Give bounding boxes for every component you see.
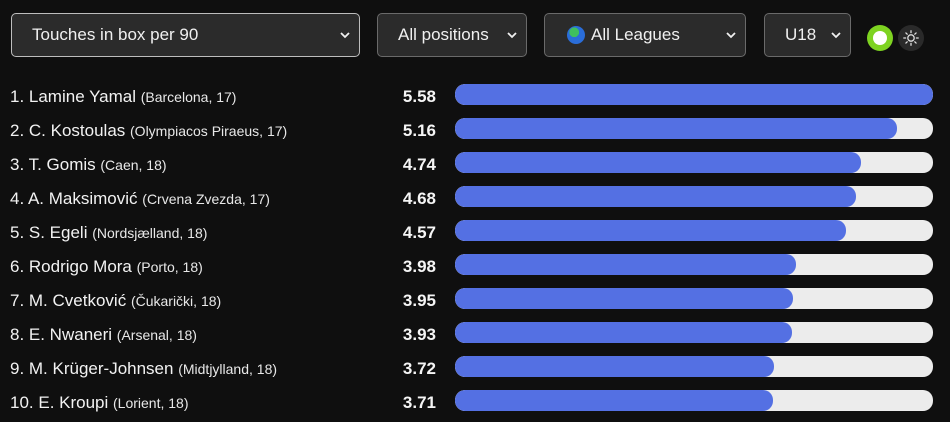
league-select-label: All Leagues [591, 25, 680, 44]
bar-fill [455, 390, 773, 411]
player-club: (Čukarički, 18) [130, 293, 222, 309]
list-item: 8. E. Nwaneri (Arsenal, 18) 3.93 [0, 319, 950, 353]
sun-icon[interactable] [898, 25, 924, 51]
player-rank-name: 7. M. Cvetković [10, 291, 127, 310]
player-club: (Midtjylland, 18) [178, 361, 278, 377]
player-rank-name: 9. M. Krüger-Johnsen [10, 359, 174, 378]
position-select-label: All positions [398, 25, 489, 44]
chevron-down-icon [339, 14, 351, 56]
player-club: (Olympiacos Piraeus, 17) [130, 123, 288, 139]
player-club: (Crvena Zvezda, 17) [142, 191, 270, 207]
list-item: 4. A. Maksimović (Crvena Zvezda, 17) 4.6… [0, 183, 950, 217]
player-value: 4.57 [402, 223, 436, 242]
player-name: 5. S. Egeli (Nordsjælland, 18) [10, 223, 207, 243]
league-select[interactable]: All Leagues [544, 13, 746, 57]
list-item: 7. M. Cvetković (Čukarički, 18) 3.95 [0, 285, 950, 319]
player-value: 5.58 [402, 87, 436, 106]
player-club: (Caen, 18) [100, 157, 167, 173]
player-rank-name: 6. Rodrigo Mora [10, 257, 132, 276]
bar-track [455, 84, 933, 105]
player-rank-name: 3. T. Gomis [10, 155, 96, 174]
bar-track [455, 220, 933, 241]
player-rank-name: 4. A. Maksimović [10, 189, 138, 208]
list-item: 2. C. Kostoulas (Olympiacos Piraeus, 17)… [0, 115, 950, 149]
player-name: 9. M. Krüger-Johnsen (Midtjylland, 18) [10, 359, 277, 379]
player-value: 3.72 [402, 359, 436, 378]
bar-track [455, 288, 933, 309]
player-value: 3.98 [402, 257, 436, 276]
filter-toolbar: Touches in box per 90 All positions All … [0, 13, 950, 59]
metric-select-label: Touches in box per 90 [32, 25, 199, 44]
list-item: 1. Lamine Yamal (Barcelona, 17) 5.58 [0, 81, 950, 115]
player-value: 3.71 [402, 393, 436, 412]
player-club: (Lorient, 18) [113, 395, 189, 411]
ranking-list: 1. Lamine Yamal (Barcelona, 17) 5.58 2. … [0, 81, 950, 421]
bar-fill [455, 118, 898, 139]
player-rank-name: 5. S. Egeli [10, 223, 88, 242]
player-value: 4.74 [402, 155, 436, 174]
player-value: 3.95 [402, 291, 436, 310]
list-item: 10. E. Kroupi (Lorient, 18) 3.71 [0, 387, 950, 421]
bar-fill [455, 152, 861, 173]
player-name: 2. C. Kostoulas (Olympiacos Piraeus, 17) [10, 121, 287, 141]
player-rank-name: 10. E. Kroupi [10, 393, 109, 412]
player-value: 3.93 [402, 325, 436, 344]
player-rank-name: 8. E. Nwaneri [10, 325, 113, 344]
player-club: (Barcelona, 17) [140, 89, 237, 105]
globe-icon [567, 26, 585, 44]
player-club: (Porto, 18) [136, 259, 203, 275]
player-name: 3. T. Gomis (Caen, 18) [10, 155, 167, 175]
player-club: (Nordsjælland, 18) [92, 225, 208, 241]
bar-fill [455, 322, 792, 343]
bar-fill [455, 84, 933, 105]
metric-select[interactable]: Touches in box per 90 [11, 13, 360, 57]
bar-fill [455, 356, 774, 377]
list-item: 3. T. Gomis (Caen, 18) 4.74 [0, 149, 950, 183]
player-name: 4. A. Maksimović (Crvena Zvezda, 17) [10, 189, 270, 209]
player-name: 8. E. Nwaneri (Arsenal, 18) [10, 325, 197, 345]
position-select[interactable]: All positions [377, 13, 527, 57]
player-rank-name: 2. C. Kostoulas [10, 121, 126, 140]
chevron-down-icon [506, 14, 518, 56]
player-rank-name: 1. Lamine Yamal [10, 87, 136, 106]
bar-track [455, 152, 933, 173]
chevron-down-icon [830, 14, 842, 56]
bar-track [455, 254, 933, 275]
list-item: 5. S. Egeli (Nordsjælland, 18) 4.57 [0, 217, 950, 251]
bar-track [455, 390, 933, 411]
player-name: 10. E. Kroupi (Lorient, 18) [10, 393, 189, 413]
player-value: 4.68 [402, 189, 436, 208]
player-name: 7. M. Cvetković (Čukarički, 18) [10, 291, 221, 311]
bar-track [455, 356, 933, 377]
player-name: 6. Rodrigo Mora (Porto, 18) [10, 257, 203, 277]
list-item: 9. M. Krüger-Johnsen (Midtjylland, 18) 3… [0, 353, 950, 387]
player-name: 1. Lamine Yamal (Barcelona, 17) [10, 87, 236, 107]
bar-track [455, 186, 933, 207]
bar-fill [455, 220, 847, 241]
bar-fill [455, 288, 794, 309]
bar-track [455, 118, 933, 139]
bar-fill [455, 254, 796, 275]
chevron-down-icon [725, 14, 737, 56]
age-select[interactable]: U18 [764, 13, 851, 57]
bar-fill [455, 186, 857, 207]
player-club: (Arsenal, 18) [116, 327, 197, 343]
player-value: 5.16 [402, 121, 436, 140]
bar-track [455, 322, 933, 343]
list-item: 6. Rodrigo Mora (Porto, 18) 3.98 [0, 251, 950, 285]
age-select-label: U18 [785, 25, 817, 44]
toggle-icon[interactable] [867, 25, 893, 51]
